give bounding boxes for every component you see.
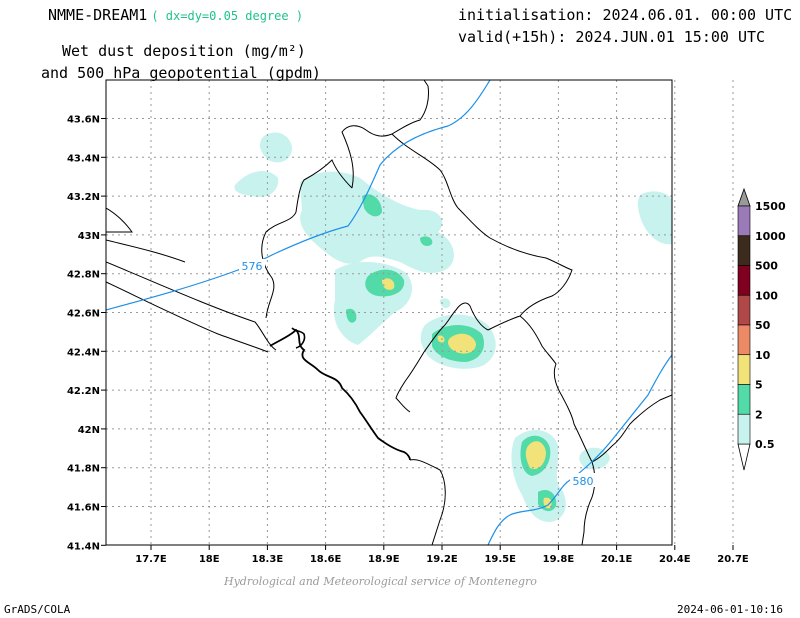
patch-yellow bbox=[525, 441, 546, 470]
patch-cyan bbox=[234, 170, 279, 198]
lat-tick-label: 43.2N bbox=[67, 192, 100, 203]
credit-text: Hydrological and Meteorological service … bbox=[224, 575, 537, 588]
lon-tick-label: 18.3E bbox=[252, 554, 284, 565]
lon-tick-label: 18E bbox=[199, 554, 220, 565]
legend-label: 0.5 bbox=[755, 438, 775, 451]
deposition-field bbox=[234, 132, 672, 522]
software-label: GrADS/COLA bbox=[4, 603, 71, 616]
montenegro-coast bbox=[269, 328, 411, 461]
lat-tick-label: 41.6N bbox=[67, 503, 100, 514]
lon-tick-label: 18.6E bbox=[310, 554, 342, 565]
lon-tick-labels: 17.7E 18E 18.3E 18.6E 18.9E 19.2E 19.5E 19.8E 20… bbox=[135, 545, 749, 565]
coastlines-borders bbox=[106, 80, 672, 545]
lat-tick-labels: 43.6N 43.4N 43.2N 43N 42.8N 42.6N 42.4N 42.2N 42… bbox=[67, 115, 106, 552]
border-mne-srb bbox=[341, 80, 429, 189]
coastline bbox=[106, 239, 186, 263]
patch-cyan bbox=[260, 132, 292, 163]
albania-coast bbox=[409, 459, 446, 545]
legend-label: 1000 bbox=[755, 230, 786, 243]
lat-tick-label: 41.4N bbox=[67, 541, 100, 552]
lat-tick-label: 43N bbox=[78, 231, 100, 242]
patch-green bbox=[420, 236, 433, 246]
legend-label: 500 bbox=[755, 260, 778, 273]
contour-label-580: 580 bbox=[573, 475, 594, 488]
border-mkd-srb bbox=[591, 394, 672, 463]
patch-yellow bbox=[437, 335, 445, 343]
legend-label: 50 bbox=[755, 319, 771, 332]
lon-tick-label: 17.7E bbox=[135, 554, 167, 565]
legend-label: 10 bbox=[755, 349, 771, 362]
legend-label: 2 bbox=[755, 408, 763, 421]
valid-time: valid(+15h): 2024.JUN.01 15:00 UTC bbox=[458, 28, 766, 46]
contour-576 bbox=[106, 80, 491, 311]
contour-labels: 576 580 bbox=[239, 259, 596, 488]
border-mne-kos-alb bbox=[395, 302, 489, 413]
legend-color-box bbox=[737, 265, 751, 296]
init-time: initialisation: 2024.06.01. 00:00 UTC bbox=[458, 6, 793, 24]
timestamp-label: 2024-06-01-10:16 bbox=[677, 603, 783, 616]
legend-color-box bbox=[737, 205, 751, 237]
lat-tick-label: 42N bbox=[78, 425, 100, 436]
legend-bottom-arrow bbox=[737, 443, 751, 471]
legend-color-box bbox=[737, 413, 751, 445]
contour-label-576: 576 bbox=[242, 260, 263, 273]
coastline bbox=[106, 281, 269, 353]
patch-cyan bbox=[440, 298, 451, 308]
patch-cyan bbox=[637, 191, 672, 245]
lat-tick-label: 42.6N bbox=[67, 309, 100, 320]
legend-label: 5 bbox=[755, 379, 763, 392]
patch-yellow bbox=[382, 278, 395, 290]
patch-yellow bbox=[448, 333, 476, 354]
lon-tick-label: 19.2E bbox=[426, 554, 458, 565]
legend-label: 1500 bbox=[755, 200, 786, 213]
lon-tick-label: 20.4E bbox=[659, 554, 691, 565]
patch-cyan bbox=[300, 171, 454, 273]
coastline bbox=[106, 207, 133, 233]
lat-tick-label: 42.4N bbox=[67, 347, 100, 358]
legend-top-arrow bbox=[737, 187, 751, 207]
lat-tick-label: 41.8N bbox=[67, 464, 100, 475]
field-title-line1: Wet dust deposition (mg/m²) bbox=[62, 42, 306, 60]
lat-tick-label: 43.4N bbox=[67, 153, 100, 164]
border-kos-mkd-alb bbox=[519, 315, 596, 545]
legend-color-box bbox=[737, 384, 751, 415]
resolution-note: ( dx=dy=0.05 degree ) bbox=[151, 9, 304, 23]
graticule bbox=[106, 80, 734, 545]
model-name: NMME-DREAM1 bbox=[48, 6, 148, 24]
legend-color-box bbox=[737, 354, 751, 385]
legend-color-box bbox=[737, 294, 751, 326]
border-bih-mne bbox=[261, 159, 353, 319]
lat-tick-label: 42.2N bbox=[67, 386, 100, 397]
lat-tick-label: 42.8N bbox=[67, 270, 100, 281]
lon-tick-label: 20.1E bbox=[601, 554, 633, 565]
legend-color-box bbox=[737, 235, 751, 266]
legend-color-box bbox=[737, 324, 751, 356]
patch-green bbox=[362, 194, 382, 217]
model-title: NMME-DREAM1( dx=dy=0.05 degree ) bbox=[48, 6, 303, 24]
lon-tick-label: 20.7E bbox=[717, 554, 749, 565]
lat-tick-label: 43.6N bbox=[67, 115, 100, 126]
border-srb-kos bbox=[391, 133, 573, 331]
coastline bbox=[106, 261, 277, 351]
legend-label: 100 bbox=[755, 289, 778, 302]
field-title-line2: and 500 hPa geopotential (gpdm) bbox=[41, 64, 321, 82]
lon-tick-label: 19.5E bbox=[484, 554, 516, 565]
lon-tick-label: 19.8E bbox=[543, 554, 575, 565]
kotor-bay bbox=[291, 327, 306, 349]
color-legend: 1500 1000 500 100 50 10 5 2 0.5 bbox=[737, 187, 786, 471]
lon-tick-label: 18.9E bbox=[368, 554, 400, 565]
